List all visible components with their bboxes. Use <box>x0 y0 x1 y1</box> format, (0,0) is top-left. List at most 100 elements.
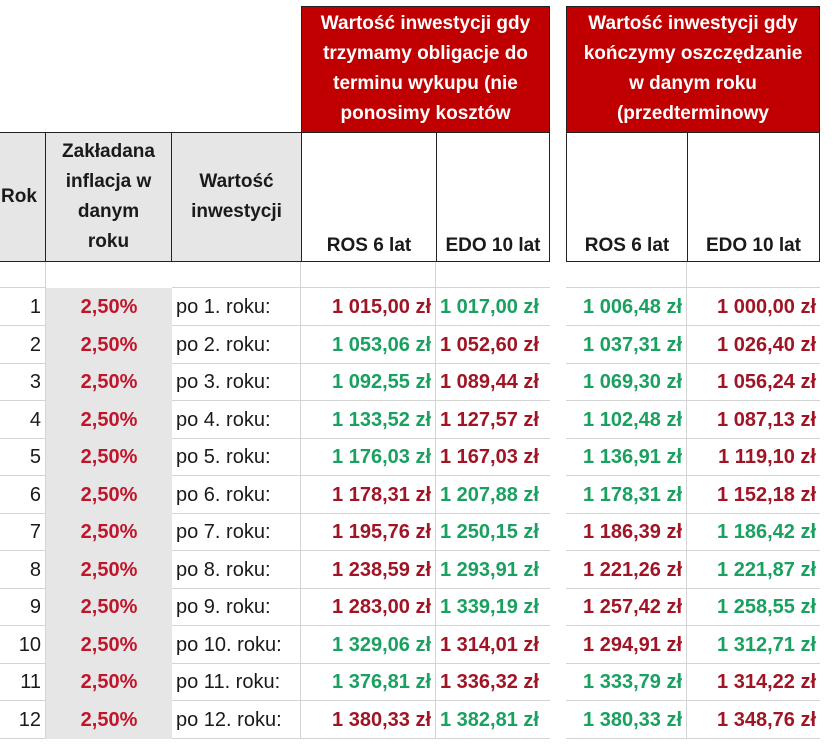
table-row: 12 2,50% po 12. roku: 1 380,33 zł 1 382,81 z… <box>0 700 840 739</box>
hold-ros-value-cell: 1 133,52 zł <box>301 400 436 439</box>
period-label-cell: po 10. roku: <box>172 625 301 664</box>
early-ros-value-cell: 1 257,42 zł <box>566 588 687 626</box>
table-row: 4 2,50% po 4. roku: 1 133,52 zł 1 127,57 zł 1… <box>0 400 840 439</box>
spacer-cell <box>0 262 46 288</box>
table-row: 1 2,50% po 1. roku: 1 015,00 zł 1 017,00 zł 1… <box>0 288 840 326</box>
inflation-cell: 2,50% <box>46 663 172 701</box>
year-cell: 12 <box>0 700 46 739</box>
early-edo-value-cell: 1 087,13 zł <box>687 401 820 439</box>
header-early-edo: EDO 10 lat <box>687 132 820 262</box>
early-ros-value-cell: 1 102,48 zł <box>566 400 687 439</box>
period-label-cell: po 11. roku: <box>172 663 301 701</box>
early-edo-value-cell: 1 221,87 zł <box>687 551 820 589</box>
table-row: 3 2,50% po 3. roku: 1 092,55 zł 1 089,44 zł 1… <box>0 363 840 401</box>
hold-ros-value-cell: 1 178,31 zł <box>301 475 436 514</box>
hold-edo-value-cell: 1 167,03 zł <box>436 438 550 476</box>
spacer-cell <box>566 262 687 288</box>
inflation-cell: 2,50% <box>46 363 172 401</box>
early-ros-value-cell: 1 294,91 zł <box>566 625 687 664</box>
early-ros-value-cell: 1 006,48 zł <box>566 288 687 326</box>
header-hold-edo: EDO 10 lat <box>436 132 550 262</box>
hold-edo-value-cell: 1 339,19 zł <box>436 588 550 626</box>
inflation-cell: 2,50% <box>46 400 172 439</box>
inflation-cell: 2,50% <box>46 475 172 514</box>
hold-edo-value-cell: 1 089,44 zł <box>436 363 550 401</box>
early-ros-value-cell: 1 037,31 zł <box>566 325 687 364</box>
hold-ros-value-cell: 1 015,00 zł <box>301 288 436 326</box>
inflation-cell: 2,50% <box>46 325 172 364</box>
hold-edo-value-cell: 1 017,00 zł <box>436 288 550 326</box>
group-header-early-redemption: Wartość inwestycji gdy kończymy oszczędz… <box>566 6 820 133</box>
early-edo-value-cell: 1 119,10 zł <box>687 438 820 476</box>
period-label-cell: po 4. roku: <box>172 400 301 439</box>
table-row: 7 2,50% po 7. roku: 1 195,76 zł 1 250,15 zł 1… <box>0 513 840 551</box>
hold-ros-value-cell: 1 053,06 zł <box>301 325 436 364</box>
early-ros-value-cell: 1 186,39 zł <box>566 513 687 551</box>
early-edo-value-cell: 1 312,71 zł <box>687 626 820 664</box>
period-label-cell: po 8. roku: <box>172 550 301 589</box>
inflation-cell: 2,50% <box>46 700 172 739</box>
inflation-cell: 2,50% <box>46 438 172 476</box>
year-cell: 1 <box>0 288 46 326</box>
early-edo-value-cell: 1 258,55 zł <box>687 588 820 626</box>
inflation-cell: 2,50% <box>46 625 172 664</box>
table-row: 6 2,50% po 6. roku: 1 178,31 zł 1 207,88 zł 1… <box>0 475 840 514</box>
hold-edo-value-cell: 1 250,15 zł <box>436 513 550 551</box>
group-header-hold-to-maturity: Wartość inwestycji gdy trzymamy obligacj… <box>301 6 550 133</box>
hold-edo-value-cell: 1 382,81 zł <box>436 701 550 739</box>
hold-edo-value-cell: 1 336,32 zł <box>436 663 550 701</box>
early-ros-value-cell: 1 221,26 zł <box>566 550 687 589</box>
spacer-cell <box>687 262 820 288</box>
early-ros-value-cell: 1 380,33 zł <box>566 700 687 739</box>
inflation-cell: 2,50% <box>46 588 172 626</box>
period-label-cell: po 6. roku: <box>172 475 301 514</box>
early-ros-value-cell: 1 136,91 zł <box>566 438 687 476</box>
early-edo-value-cell: 1 348,76 zł <box>687 701 820 739</box>
hold-edo-value-cell: 1 293,91 zł <box>436 551 550 589</box>
year-cell: 10 <box>0 625 46 664</box>
hold-edo-value-cell: 1 314,01 zł <box>436 626 550 664</box>
hold-ros-value-cell: 1 283,00 zł <box>301 588 436 626</box>
year-cell: 11 <box>0 663 46 701</box>
inflation-cell: 2,50% <box>46 550 172 589</box>
table-row: 8 2,50% po 8. roku: 1 238,59 zł 1 293,91 zł 1… <box>0 550 840 589</box>
period-label-cell: po 1. roku: <box>172 288 301 326</box>
header-early-ros: ROS 6 lat <box>566 132 688 262</box>
period-label-cell: po 3. roku: <box>172 363 301 401</box>
hold-edo-value-cell: 1 052,60 zł <box>436 326 550 364</box>
hold-ros-value-cell: 1 329,06 zł <box>301 625 436 664</box>
early-edo-value-cell: 1 314,22 zł <box>687 663 820 701</box>
spacer-row <box>0 262 840 288</box>
table-row: 2 2,50% po 2. roku: 1 053,06 zł 1 052,60 zł 1… <box>0 325 840 364</box>
table-row: 5 2,50% po 5. roku: 1 176,03 zł 1 167,03 zł 1… <box>0 438 840 476</box>
year-cell: 4 <box>0 400 46 439</box>
early-edo-value-cell: 1 186,42 zł <box>687 513 820 551</box>
year-cell: 8 <box>0 550 46 589</box>
hold-edo-value-cell: 1 127,57 zł <box>436 401 550 439</box>
hold-ros-value-cell: 1 176,03 zł <box>301 438 436 476</box>
header-rok: Rok <box>0 132 46 262</box>
spacer-cell <box>46 262 172 288</box>
spacer-cell <box>301 262 436 288</box>
table-row: 9 2,50% po 9. roku: 1 283,00 zł 1 339,19 zł 1… <box>0 588 840 626</box>
inflation-cell: 2,50% <box>46 288 172 326</box>
period-label-cell: po 2. roku: <box>172 325 301 364</box>
period-label-cell: po 7. roku: <box>172 513 301 551</box>
early-ros-value-cell: 1 333,79 zł <box>566 663 687 701</box>
early-edo-value-cell: 1 152,18 zł <box>687 476 820 514</box>
period-label-cell: po 5. roku: <box>172 438 301 476</box>
header-hold-ros: ROS 6 lat <box>301 132 437 262</box>
year-cell: 9 <box>0 588 46 626</box>
period-label-cell: po 12. roku: <box>172 700 301 739</box>
hold-edo-value-cell: 1 207,88 zł <box>436 476 550 514</box>
early-edo-value-cell: 1 056,24 zł <box>687 363 820 401</box>
year-cell: 7 <box>0 513 46 551</box>
year-cell: 3 <box>0 363 46 401</box>
year-cell: 6 <box>0 475 46 514</box>
early-ros-value-cell: 1 069,30 zł <box>566 363 687 401</box>
spacer-cell <box>172 262 301 288</box>
hold-ros-value-cell: 1 092,55 zł <box>301 363 436 401</box>
inflation-cell: 2,50% <box>46 513 172 551</box>
period-label-cell: po 9. roku: <box>172 588 301 626</box>
year-cell: 2 <box>0 325 46 364</box>
